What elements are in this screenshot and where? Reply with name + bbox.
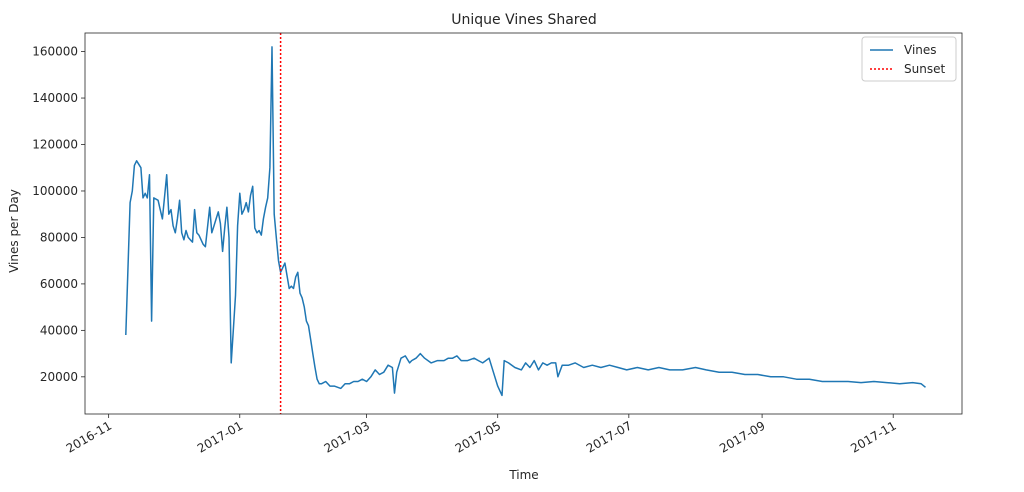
plot-spines	[84, 32, 963, 415]
x-axis: 2016-11 2017-01 2017-03 2017-05 2017-07 2017-…	[64, 414, 899, 456]
legend-label-vines: Vines	[904, 43, 937, 57]
x-tick-label: 2017-07	[584, 418, 634, 455]
x-tick-label: 2017-03	[322, 418, 372, 455]
y-tick-label: 120000	[32, 138, 78, 152]
y-axis: 20000 40000 60000 80000 100000 120000 140000 16…	[32, 45, 85, 384]
y-tick-label: 60000	[40, 277, 78, 291]
y-tick-label: 20000	[40, 370, 78, 384]
plot-frame	[84, 32, 963, 415]
x-axis-label: Time	[508, 468, 538, 482]
legend: Vines Sunset	[861, 36, 957, 82]
y-tick-label: 100000	[32, 184, 78, 198]
chart-title: Unique Vines Shared	[451, 12, 597, 28]
legend-label-sunset: Sunset	[904, 62, 945, 76]
x-tick-label: 2017-09	[717, 418, 767, 455]
y-tick-label: 80000	[40, 230, 78, 244]
x-tick-label: 2017-05	[453, 418, 503, 455]
x-tick-label: 2017-01	[195, 418, 245, 455]
y-tick-label: 160000	[32, 45, 78, 59]
x-tick-label: 2017-11	[848, 418, 898, 455]
plot-area	[85, 33, 962, 414]
y-tick-label: 140000	[32, 91, 78, 105]
y-axis-label: Vines per Day	[7, 189, 21, 273]
x-tick-label: 2016-11	[64, 418, 114, 455]
series-line-vines	[125, 46, 926, 397]
legend-box	[861, 36, 957, 82]
y-tick-label: 40000	[40, 323, 78, 337]
